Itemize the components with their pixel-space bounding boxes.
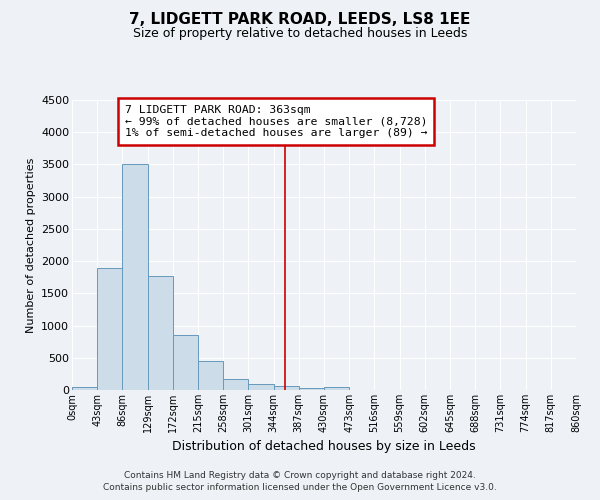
Bar xyxy=(324,388,349,390)
Text: Contains public sector information licensed under the Open Government Licence v3: Contains public sector information licen… xyxy=(103,484,497,492)
Bar xyxy=(223,380,248,390)
Bar xyxy=(299,388,324,390)
X-axis label: Distribution of detached houses by size in Leeds: Distribution of detached houses by size … xyxy=(172,440,476,454)
Text: 7, LIDGETT PARK ROAD, LEEDS, LS8 1EE: 7, LIDGETT PARK ROAD, LEEDS, LS8 1EE xyxy=(130,12,470,28)
Bar xyxy=(72,388,97,390)
Bar xyxy=(198,361,223,390)
Bar xyxy=(248,384,274,390)
Bar xyxy=(148,276,173,390)
Bar xyxy=(173,335,198,390)
Y-axis label: Number of detached properties: Number of detached properties xyxy=(26,158,35,332)
Text: 7 LIDGETT PARK ROAD: 363sqm
← 99% of detached houses are smaller (8,728)
1% of s: 7 LIDGETT PARK ROAD: 363sqm ← 99% of det… xyxy=(125,105,427,138)
Bar xyxy=(122,164,148,390)
Text: Size of property relative to detached houses in Leeds: Size of property relative to detached ho… xyxy=(133,28,467,40)
Bar xyxy=(97,268,122,390)
Text: Contains HM Land Registry data © Crown copyright and database right 2024.: Contains HM Land Registry data © Crown c… xyxy=(124,471,476,480)
Bar xyxy=(274,386,299,390)
